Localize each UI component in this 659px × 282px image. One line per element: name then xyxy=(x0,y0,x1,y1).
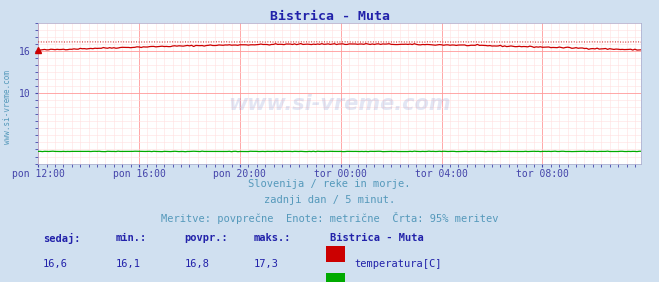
Text: sedaj:: sedaj: xyxy=(43,233,80,244)
Text: Meritve: povprečne  Enote: metrične  Črta: 95% meritev: Meritve: povprečne Enote: metrične Črta:… xyxy=(161,212,498,224)
Text: povpr.:: povpr.: xyxy=(185,233,228,243)
Text: www.si-vreme.com: www.si-vreme.com xyxy=(229,94,451,114)
Text: Bistrica - Muta: Bistrica - Muta xyxy=(330,233,423,243)
Text: zadnji dan / 5 minut.: zadnji dan / 5 minut. xyxy=(264,195,395,205)
Text: maks.:: maks.: xyxy=(254,233,291,243)
Text: Slovenija / reke in morje.: Slovenija / reke in morje. xyxy=(248,179,411,189)
Text: 16,6: 16,6 xyxy=(43,259,68,269)
Text: 17,3: 17,3 xyxy=(254,259,279,269)
Text: Bistrica - Muta: Bistrica - Muta xyxy=(270,10,389,23)
Text: 16,8: 16,8 xyxy=(185,259,210,269)
Text: 16,1: 16,1 xyxy=(115,259,140,269)
Text: www.si-vreme.com: www.si-vreme.com xyxy=(3,70,13,144)
Text: temperatura[C]: temperatura[C] xyxy=(355,259,442,269)
Text: min.:: min.: xyxy=(115,233,146,243)
